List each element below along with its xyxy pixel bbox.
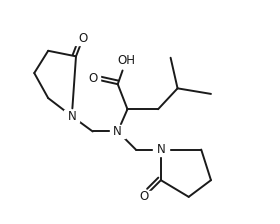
Text: N: N [157, 143, 165, 156]
Bar [115, 54, 137, 67]
Text: N: N [67, 110, 76, 123]
Bar [85, 72, 100, 85]
Bar [75, 32, 91, 45]
Bar [64, 110, 80, 123]
Text: O: O [139, 190, 149, 203]
Text: O: O [88, 72, 97, 85]
Bar [110, 125, 125, 138]
Bar [153, 143, 169, 156]
Text: OH: OH [117, 54, 135, 67]
Text: N: N [113, 125, 122, 138]
Bar [137, 191, 152, 203]
Text: O: O [78, 32, 88, 45]
